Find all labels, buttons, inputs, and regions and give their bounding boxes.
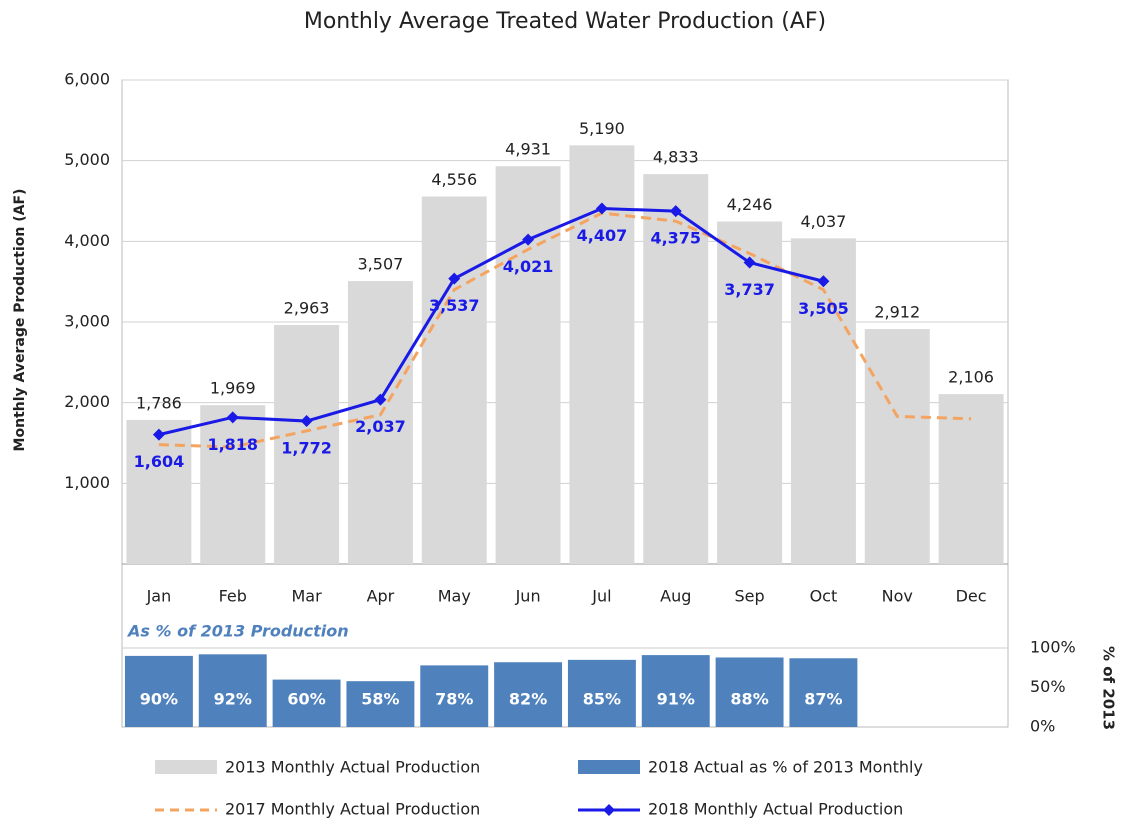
bar [569, 145, 635, 564]
y2-tick-label: 100% [1030, 638, 1076, 657]
pct-label: 85% [583, 690, 621, 709]
bar [938, 394, 1004, 564]
data-label: 4,833 [653, 148, 699, 167]
legend-label: 2013 Monthly Actual Production [225, 758, 480, 777]
marker [669, 205, 682, 218]
bar [421, 196, 487, 564]
x-tick-label: Dec [956, 587, 987, 606]
pct-label: 78% [435, 690, 473, 709]
data-label: 4,931 [505, 140, 551, 159]
x-tick-label: Sep [735, 587, 765, 606]
legend-swatch [578, 760, 640, 774]
data-label: 2,912 [874, 303, 920, 322]
data-label: 2,963 [284, 298, 330, 317]
data-label: 1,786 [136, 393, 182, 412]
marker [448, 272, 461, 285]
legend-label: 2018 Monthly Actual Production [648, 800, 903, 819]
bar [643, 174, 709, 564]
pct-label: 88% [730, 690, 768, 709]
data-label: 5,190 [579, 119, 625, 138]
pct-label: 91% [657, 690, 695, 709]
x-tick-label: Jan [146, 587, 172, 606]
panel-title: As % of 2013 Production [126, 622, 349, 641]
pct-bar [346, 681, 415, 727]
bar [495, 166, 561, 564]
pct-bar [494, 662, 563, 727]
y-tick-label: 1,000 [64, 473, 110, 492]
x-tick-label: Feb [219, 587, 247, 606]
x-tick-label: Aug [660, 587, 691, 606]
x-tick-label: Mar [291, 587, 322, 606]
data-label: 3,737 [724, 280, 775, 299]
pct-label: 60% [287, 690, 325, 709]
marker [817, 275, 830, 288]
data-label: 2,106 [948, 368, 994, 387]
bar [347, 281, 413, 564]
data-label: 3,537 [429, 296, 480, 315]
legend-label: 2018 Actual as % of 2013 Monthly [648, 758, 923, 777]
y-axis-label: Monthly Average Production (AF) [12, 189, 28, 452]
pct-bar [124, 655, 193, 727]
legend: 2013 Monthly Actual Production 2018 Actu… [155, 758, 923, 819]
pct-label: 90% [140, 690, 178, 709]
y-tick-label: 4,000 [64, 231, 110, 250]
y-tick-label: 6,000 [64, 70, 110, 89]
marker [595, 202, 608, 215]
bar [274, 324, 340, 564]
pct-bar [715, 657, 784, 727]
marker [152, 428, 165, 441]
pct-bar [641, 655, 710, 727]
line [158, 206, 824, 437]
x-tick-label: Nov [882, 587, 913, 606]
pct-bar [420, 665, 489, 727]
data-label: 4,375 [650, 229, 701, 248]
data-label: 1,969 [210, 379, 256, 398]
data-label: 3,505 [798, 299, 849, 318]
data-label: 4,021 [503, 257, 554, 276]
y-tick-label: 2,000 [64, 392, 110, 411]
data-label: 1,818 [207, 435, 258, 454]
x-tick-label: Oct [810, 587, 838, 606]
data-label: 2,037 [355, 417, 406, 436]
data-label: 4,407 [577, 226, 628, 245]
x-tick-label: Jul [591, 587, 611, 606]
marker [743, 256, 756, 269]
bar [717, 221, 783, 565]
data-label: 4,037 [801, 212, 847, 231]
bar [126, 419, 192, 564]
data-label: 4,556 [431, 170, 477, 189]
marker [522, 233, 535, 246]
bar [864, 329, 930, 564]
pct-label: 87% [804, 690, 842, 709]
marker [300, 415, 313, 428]
pct-label: 92% [214, 690, 252, 709]
x-tick-label: May [438, 587, 471, 606]
x-tick-label: Apr [367, 587, 395, 606]
chart-title: Monthly Average Treated Water Production… [304, 9, 826, 34]
pct-bar [272, 679, 341, 727]
y2-axis-label: % of 2013 [1100, 646, 1118, 730]
bar [200, 405, 266, 564]
pct-bar [789, 658, 858, 727]
data-label: 1,772 [281, 439, 332, 458]
pct-bar [567, 659, 636, 727]
y2-tick-label: 50% [1030, 677, 1066, 696]
data-label: 4,246 [727, 195, 773, 214]
data-label: 3,507 [358, 255, 404, 274]
data-label: 1,604 [134, 452, 185, 471]
legend-swatch [603, 804, 615, 816]
pct-label: 58% [361, 690, 399, 709]
pct-label: 82% [509, 690, 547, 709]
pct-bar [198, 654, 267, 727]
legend-label: 2017 Monthly Actual Production [225, 800, 480, 819]
x-tick-label: Jun [515, 587, 541, 606]
y-tick-label: 3,000 [64, 312, 110, 331]
y2-tick-label: 0% [1030, 717, 1055, 736]
legend-swatch [155, 760, 217, 774]
marker [374, 393, 387, 406]
line [158, 211, 972, 449]
y-tick-label: 5,000 [64, 150, 110, 169]
marker [226, 411, 239, 424]
